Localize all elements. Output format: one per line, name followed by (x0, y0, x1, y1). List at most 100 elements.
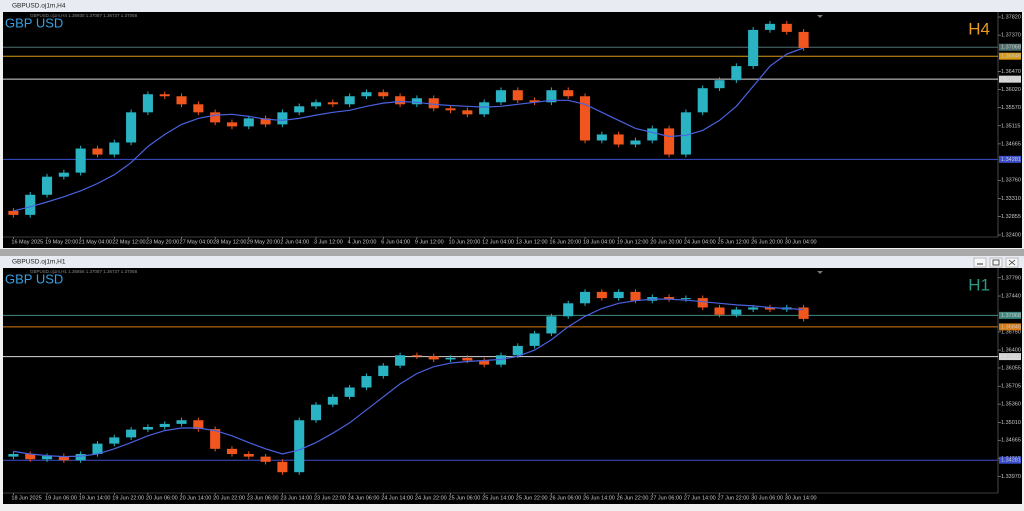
candle-body (210, 429, 221, 449)
candle-body (226, 122, 238, 127)
y-tick-label: 1.32855 (1001, 214, 1021, 220)
candle-body (714, 307, 725, 315)
candle-body (579, 291, 591, 304)
candle-body (327, 396, 338, 405)
candle-body (142, 426, 153, 430)
candle-body (731, 309, 742, 315)
x-tick-label: 27 Jun 06:00 (650, 495, 682, 501)
y-tick-label: 1.35115 (1001, 123, 1020, 129)
x-tick-label: 20 Jun 06:00 (146, 495, 178, 501)
symbol-label: GBP USD (5, 271, 63, 286)
x-tick-label: 13 Jun 12:00 (516, 239, 548, 245)
price-tag (999, 52, 1021, 60)
candle-body (260, 456, 271, 462)
candle-body (378, 365, 389, 377)
x-tick-label: 26 Jun 06:00 (549, 495, 581, 501)
scroll-marker (817, 271, 823, 274)
candle-body (41, 456, 53, 460)
x-tick-label: 19 May 20:00 (45, 239, 78, 245)
candle-body (462, 357, 473, 361)
y-tick-label: 1.33970 (1001, 474, 1021, 480)
x-tick-label: 18 Jun 2025 (11, 495, 41, 501)
candle-body (8, 210, 19, 215)
x-tick-label: 30 Jun 06:00 (751, 495, 783, 501)
minimize-button[interactable] (973, 257, 987, 268)
candle-body (193, 420, 204, 430)
x-tick-label: 27 Jun 14:00 (684, 495, 716, 501)
x-tick-label: 27 Jun 22:00 (718, 495, 750, 501)
x-tick-label: 19 Jun 22:00 (112, 495, 144, 501)
candle-body (25, 454, 36, 460)
window-title: GBPUSD.oj1m,H4 (12, 3, 66, 10)
candle-body (664, 297, 675, 300)
x-tick-label: 23 Jun 06:00 (247, 495, 279, 501)
x-tick-label: 26 Jun 14:00 (583, 495, 615, 501)
price-tag (999, 353, 1021, 361)
candle-body (243, 454, 254, 457)
candle-body (445, 357, 456, 360)
y-tick-label: 1.36055 (1001, 365, 1021, 371)
candle-body (764, 23, 776, 30)
candle-body (411, 98, 422, 105)
candle-body (546, 90, 557, 103)
candle-body (92, 443, 103, 455)
x-tick-label: 24 Jun 22:00 (415, 495, 447, 501)
candle-body (563, 303, 574, 317)
y-tick-label: 1.37370 (1001, 33, 1021, 39)
x-tick-label: 25 Jun 12:00 (718, 239, 750, 245)
candle-body (159, 94, 170, 97)
x-tick-label: 6 Jun 04:00 (381, 239, 410, 245)
candle-body (226, 448, 238, 455)
y-tick-label: 1.37820 (1001, 14, 1021, 20)
price-tag-label: 1.36275 (1001, 354, 1021, 360)
candle-body (664, 128, 675, 155)
candle-body (479, 102, 490, 115)
candle-body (344, 387, 355, 397)
candle-body (361, 376, 372, 388)
y-tick-label: 1.34665 (1001, 438, 1021, 444)
x-tick-label: 28 May 12:00 (213, 239, 246, 245)
window-buttons[interactable] (973, 257, 1019, 268)
x-tick-label: 30 Jun 04:00 (785, 239, 817, 245)
y-tick-label: 1.36020 (1001, 87, 1021, 93)
timeframe-label: H1 (968, 275, 990, 294)
x-tick-label: 20 Jun 20:00 (650, 239, 682, 245)
candle-body (596, 134, 607, 141)
candle-body (563, 90, 574, 97)
x-tick-label: 29 May 20:00 (247, 239, 280, 245)
scroll-marker (817, 15, 823, 18)
candle-body (58, 456, 69, 461)
candle-body (210, 112, 221, 123)
x-tick-label: 23 Jun 22:00 (314, 495, 346, 501)
candle-body (327, 102, 338, 105)
x-tick-label: 16 May 2025 (11, 239, 43, 245)
y-tick-label: 1.33760 (1001, 178, 1021, 184)
candle-body (731, 66, 742, 81)
title-bar (0, 0, 1024, 12)
candle-body (8, 454, 19, 457)
x-tick-label: 24 Jun 04:00 (684, 239, 716, 245)
x-tick-label: 20 Jun 22:00 (213, 495, 245, 501)
candle-body (596, 291, 607, 299)
candle-body (243, 118, 254, 127)
window-title: GBPUSD.oj1m,H1 (12, 259, 66, 266)
x-tick-label: 20 Jun 14:00 (180, 495, 212, 501)
candle-body (613, 291, 624, 299)
timeframe-label: H4 (968, 19, 990, 38)
ohlc-header: GBPUSD.oj1m,H1 1.36856 1.37087 1.36737 1… (30, 269, 138, 274)
candle-body (395, 355, 406, 366)
candle-body (58, 172, 69, 177)
candle-body (428, 98, 439, 109)
candle-body (411, 355, 422, 357)
x-tick-label: 26 Jun 20:00 (751, 239, 783, 245)
maximize-button[interactable] (989, 257, 1003, 268)
candle-body (613, 134, 624, 145)
x-tick-label: 24 Jun 14:00 (381, 495, 413, 501)
price-tag-label: 1.36846 (1001, 54, 1021, 60)
x-tick-label: 16 Jun 20:00 (549, 239, 581, 245)
y-tick-label: 1.37440 (1001, 293, 1021, 299)
candle-body (310, 404, 322, 421)
candle-body (714, 80, 725, 89)
price-tag-label: 1.37068 (1001, 313, 1021, 319)
